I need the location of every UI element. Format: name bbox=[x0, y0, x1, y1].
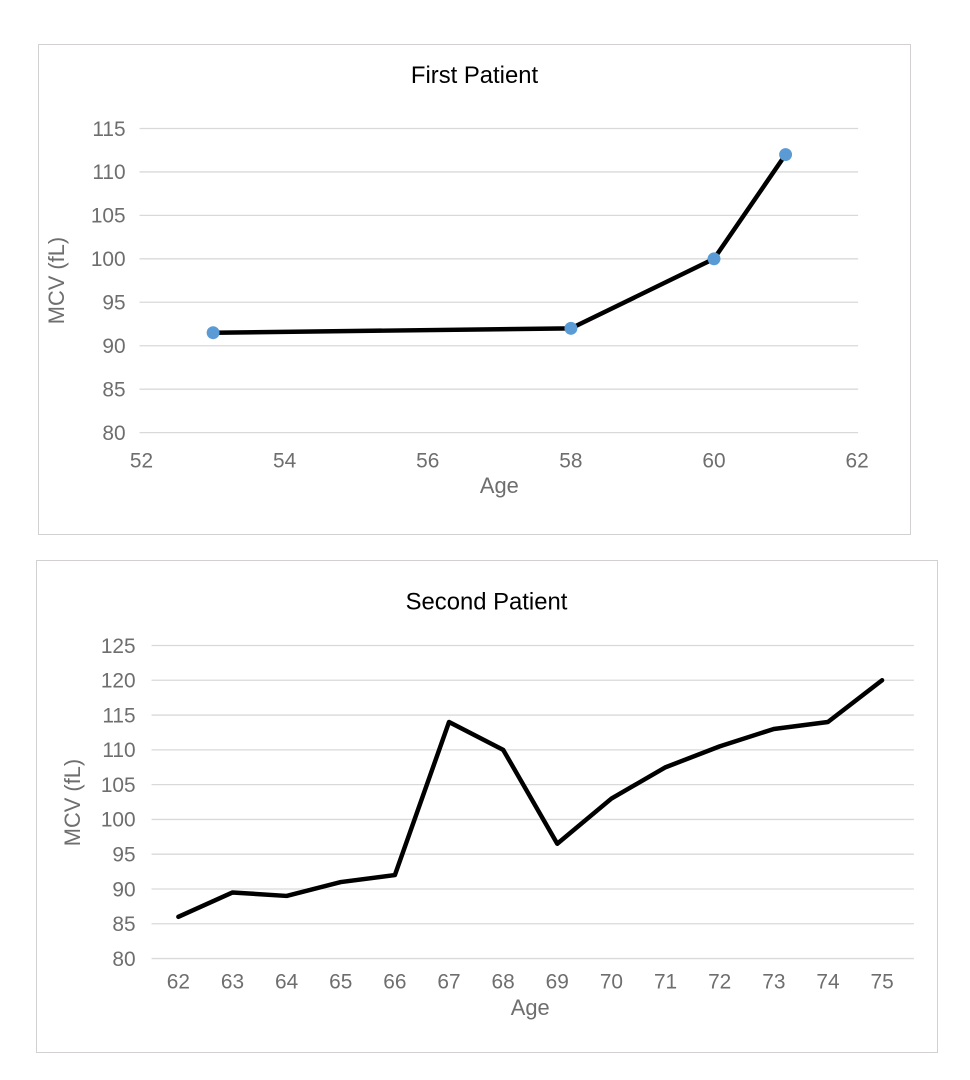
data-point-marker bbox=[564, 321, 578, 335]
data-point-marker bbox=[206, 326, 220, 340]
chart-title: First Patient bbox=[411, 62, 539, 89]
x-tick-label: 70 bbox=[600, 970, 623, 993]
first-patient-line-chart: 80 85 90 95 100 105 110 115 52 54 56 58 60 62 First Pa… bbox=[44, 62, 869, 498]
y-tick-label: 100 bbox=[101, 809, 136, 832]
y-axis-label: MCV (fL) bbox=[44, 237, 69, 324]
y-tick-label: 125 bbox=[101, 635, 136, 658]
data-point-marker bbox=[779, 148, 793, 161]
x-tick-label: 58 bbox=[559, 449, 582, 472]
y-tick-label: 80 bbox=[102, 422, 125, 445]
x-tick-label: 65 bbox=[329, 970, 352, 993]
series-line bbox=[210, 152, 788, 335]
x-tick-label: 60 bbox=[702, 449, 725, 472]
x-tick-label: 56 bbox=[416, 449, 439, 472]
x-tick-label: 75 bbox=[870, 970, 893, 993]
y-tick-label: 105 bbox=[91, 205, 126, 228]
y-tick-label: 105 bbox=[101, 774, 136, 797]
x-axis-label: Age bbox=[480, 473, 519, 498]
x-tick-label: 63 bbox=[221, 970, 244, 993]
first-patient-chart-panel: 80 85 90 95 100 105 110 115 52 54 56 58 60 62 First Pa… bbox=[38, 44, 911, 535]
x-tick-label: 62 bbox=[846, 449, 869, 472]
y-tick-label: 115 bbox=[92, 118, 125, 141]
y-tick-label: 85 bbox=[112, 913, 135, 936]
y-tick-label: 95 bbox=[112, 844, 135, 867]
y-tick-label: 100 bbox=[91, 248, 126, 271]
second-patient-chart-panel: 80 85 90 95 100 105 110 115 120 125 62 63 64 65 66 67 68… bbox=[36, 560, 938, 1053]
y-tick-label: 120 bbox=[101, 670, 136, 693]
y-tick-label: 115 bbox=[102, 704, 135, 727]
x-tick-label: 69 bbox=[546, 970, 569, 993]
x-tick-label: 68 bbox=[492, 970, 515, 993]
x-tick-label: 73 bbox=[762, 970, 785, 993]
x-tick-label: 74 bbox=[816, 970, 839, 993]
y-tick-label: 85 bbox=[102, 378, 125, 401]
chart-title: Second Patient bbox=[406, 589, 568, 616]
x-tick-label: 54 bbox=[273, 449, 296, 472]
series-line bbox=[176, 678, 885, 920]
y-tick-label: 90 bbox=[102, 335, 125, 358]
y-axis-label: MCV (fL) bbox=[60, 759, 85, 846]
x-tick-label: 62 bbox=[167, 970, 190, 993]
x-tick-label: 64 bbox=[275, 970, 298, 993]
x-tick-label: 66 bbox=[383, 970, 406, 993]
x-tick-label: 71 bbox=[654, 970, 677, 993]
x-tick-label: 67 bbox=[437, 970, 460, 993]
x-tick-label: 52 bbox=[130, 449, 153, 472]
x-axis-label: Age bbox=[511, 995, 550, 1020]
y-tick-label: 80 bbox=[112, 948, 135, 971]
data-point-marker bbox=[707, 252, 721, 266]
y-tick-label: 110 bbox=[92, 161, 125, 184]
y-tick-label: 110 bbox=[102, 739, 135, 762]
x-tick-label: 72 bbox=[708, 970, 731, 993]
y-tick-label: 90 bbox=[112, 878, 135, 901]
second-patient-line-chart: 80 85 90 95 100 105 110 115 120 125 62 63 64 65 66 67 68… bbox=[60, 589, 914, 1020]
y-tick-label: 95 bbox=[102, 292, 125, 315]
